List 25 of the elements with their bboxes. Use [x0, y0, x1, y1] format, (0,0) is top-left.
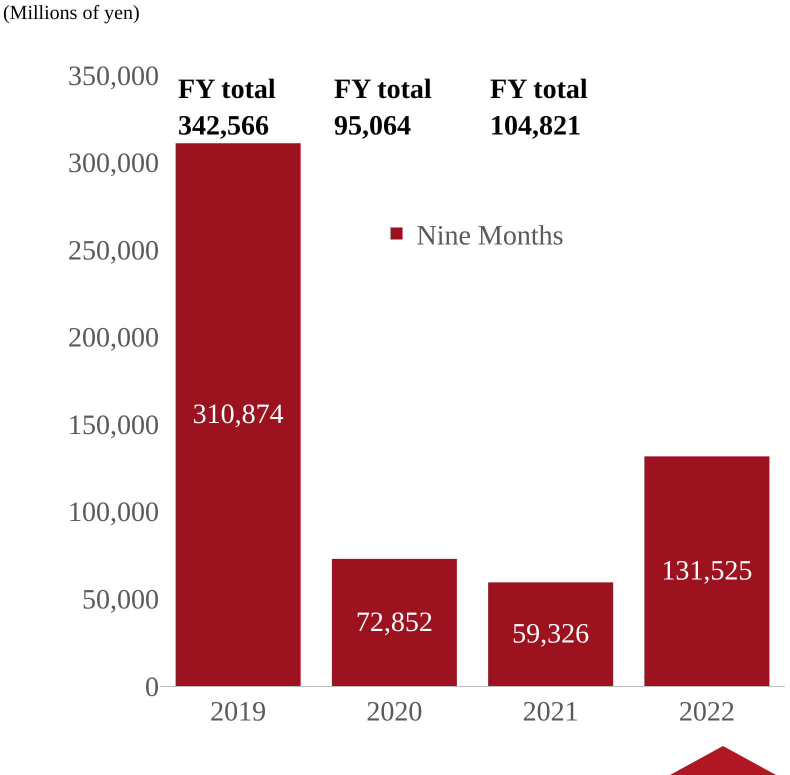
annotation: FY total 342,566	[178, 74, 276, 142]
annotation: FY total 95,064	[334, 74, 432, 142]
y-tick-label: 100,000	[68, 497, 159, 528]
y-tick-label: 150,000	[68, 410, 159, 441]
data-label: 310,874	[192, 399, 284, 430]
x-tick-label: 2020	[366, 696, 422, 728]
bar	[332, 558, 457, 686]
data-label: 72,852	[356, 606, 433, 638]
bar	[644, 456, 770, 686]
y-tick-label: 250,000	[68, 235, 159, 266]
x-tick-label: 2021	[522, 696, 579, 728]
y-tick-label: 300,000	[68, 148, 159, 180]
x-tick-label: 2022	[678, 696, 735, 728]
y-tick-label: 200,000	[68, 322, 159, 354]
x-tick-label: 2019	[210, 696, 266, 728]
data-label: 131,525	[661, 556, 752, 587]
bar	[176, 143, 301, 686]
annotation: FY total 104,821	[490, 74, 588, 142]
data-label: 59,326	[512, 618, 590, 650]
y-tick-label: 50,000	[82, 584, 159, 616]
y-axis-title: (Millions of yen)	[3, 2, 140, 24]
legend-label: Nine Months	[416, 220, 564, 252]
y-tick-label: 0	[145, 672, 159, 703]
y-tick-label: 350,000	[68, 60, 159, 92]
bar	[488, 582, 614, 686]
